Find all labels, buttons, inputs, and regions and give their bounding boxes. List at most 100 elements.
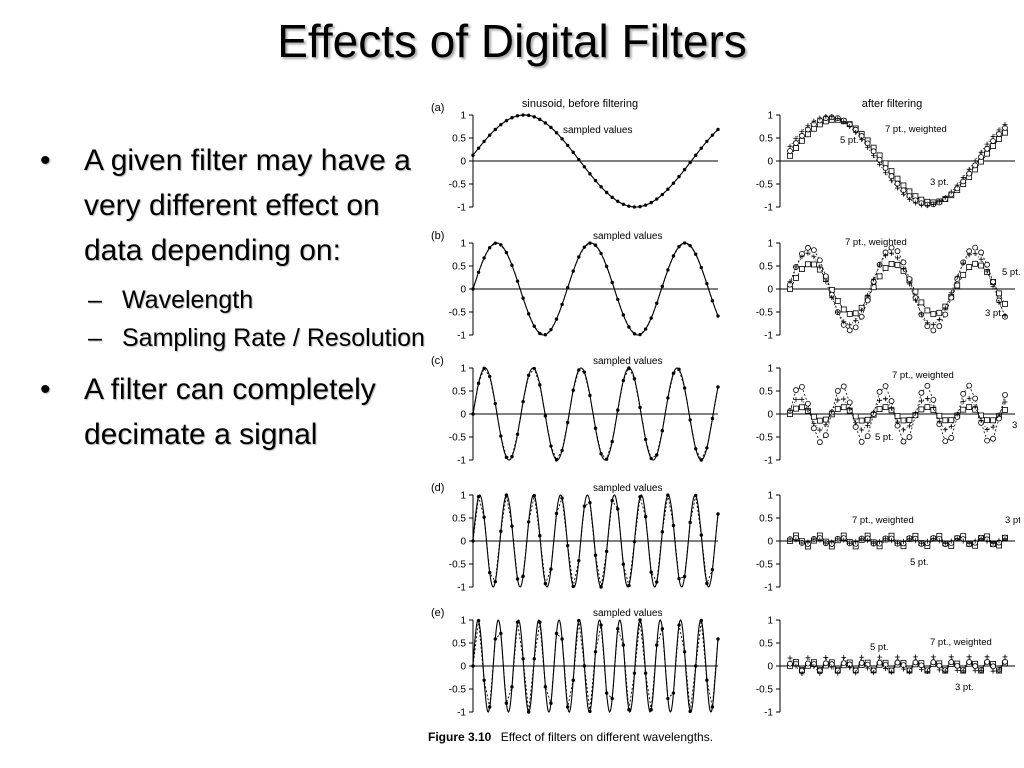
marker-3pt: [990, 424, 996, 430]
marker-5pt: [996, 290, 1002, 297]
marker-5pt: [793, 145, 799, 151]
marker-3pt: [978, 536, 984, 542]
before-tick-label: 0: [460, 662, 466, 673]
marker-3pt: [877, 161, 883, 167]
before-tick-label: 1: [460, 239, 466, 250]
marker-3pt: [829, 664, 835, 670]
sample-point: [543, 685, 548, 689]
before-tick-label: 0.5: [452, 639, 466, 650]
sample-point: [643, 327, 648, 331]
after-tick-label: 0: [767, 410, 773, 421]
marker-7pt-weighted: [906, 276, 913, 282]
marker-5pt: [900, 417, 907, 424]
marker-3pt: [805, 250, 811, 256]
filter-annotation: 3 pt.: [1005, 515, 1020, 526]
sample-point: [488, 246, 492, 250]
marker-5pt: [936, 309, 943, 316]
marker-7pt-weighted: [864, 433, 871, 440]
sample-point: [688, 160, 692, 165]
before-tick-label: -0.5: [449, 180, 467, 191]
sample-point: [655, 197, 659, 201]
sample-point: [543, 121, 548, 125]
marker-3pt: [918, 540, 924, 546]
after-tick-label: -1: [764, 583, 773, 594]
before-tick-label: -0.5: [449, 308, 467, 319]
panel-3: (c) 1 0.5 0 -0.5 -1 sampled values 1 0.5 0 -0.5 -1 7…: [431, 355, 1024, 467]
sample-point: [482, 678, 486, 682]
sample-point: [616, 199, 620, 204]
marker-5pt: [894, 175, 901, 182]
sample-point: [488, 705, 492, 709]
sample-point: [638, 618, 642, 622]
marker-3pt: [835, 397, 841, 403]
sample-point: [554, 131, 559, 135]
marker-5pt: [930, 311, 937, 318]
marker-3pt: [954, 667, 960, 673]
panel-1: (a) 1 0.5 0 -0.5 -1 sampled values 1 0.5 0 -0.5 -1 5…: [431, 102, 1015, 214]
sampled-values-label: sampled values: [593, 608, 662, 619]
marker-3pt: [793, 397, 799, 403]
sample-point: [560, 448, 564, 453]
sample-point: [610, 696, 614, 701]
marker-5pt: [900, 182, 907, 189]
marker-3pt: [841, 319, 847, 325]
sample-point: [599, 585, 603, 589]
marker-5pt: [793, 405, 799, 412]
marker-3pt: [972, 668, 978, 674]
sample-point: [554, 511, 559, 516]
filter-annotation: 7 pt., weighted: [892, 370, 954, 381]
marker-3pt: [829, 539, 835, 545]
before-tick-label: 0: [460, 157, 466, 168]
sampled-values-label: sampled values: [593, 483, 662, 494]
sample-point: [688, 709, 692, 714]
sample-point: [565, 143, 570, 148]
before-tick-label: -1: [457, 203, 466, 214]
marker-7pt-weighted: [924, 382, 931, 389]
before-tick-label: 0.5: [452, 134, 466, 145]
sample-point: [593, 553, 598, 557]
marker-5pt: [918, 299, 925, 306]
marker-3pt: [996, 412, 1002, 418]
marker-3pt: [787, 655, 793, 661]
marker-3pt: [942, 194, 948, 200]
marker-3pt: [960, 398, 966, 404]
sample-point: [638, 204, 642, 209]
after-tick-label: 1: [767, 111, 773, 122]
sample-point: [582, 245, 587, 249]
sample-point: [554, 317, 559, 321]
marker-7pt-weighted: [810, 425, 817, 432]
sample-point: [699, 618, 703, 623]
sample-point: [710, 416, 715, 421]
marker-3pt: [859, 307, 865, 313]
marker-3pt: [984, 268, 990, 274]
marker-3pt: [883, 396, 889, 402]
marker-3pt: [841, 396, 847, 402]
marker-5pt: [799, 266, 805, 272]
marker-3pt: [924, 538, 930, 544]
marker-5pt: [864, 416, 871, 423]
before-tick-label: 1: [460, 364, 466, 375]
marker-3pt: [787, 536, 793, 542]
marker-7pt-weighted: [948, 435, 955, 441]
marker-5pt: [990, 417, 996, 424]
marker-3pt: [817, 115, 823, 121]
marker-7pt-weighted: [894, 659, 901, 666]
sampled-values-label: sampled values: [593, 231, 662, 242]
marker-7pt-weighted: [900, 438, 907, 445]
marker-3pt: [936, 538, 942, 544]
sample-point: [532, 115, 536, 119]
marker-5pt: [966, 264, 973, 270]
marker-3pt: [835, 670, 841, 676]
marker-7pt-weighted: [978, 154, 985, 160]
marker-3pt: [895, 185, 900, 191]
sample-point: [593, 243, 598, 247]
marker-5pt: [960, 406, 967, 413]
marker-3pt: [847, 406, 853, 412]
marker-5pt: [888, 261, 895, 267]
after-tick-label: 0.5: [759, 639, 773, 650]
filter-annotation: 5 pt.: [1002, 267, 1020, 278]
marker-3pt: [936, 667, 942, 673]
sample-point: [660, 627, 665, 631]
marker-7pt-weighted: [864, 297, 871, 304]
marker-3pt: [847, 322, 853, 328]
